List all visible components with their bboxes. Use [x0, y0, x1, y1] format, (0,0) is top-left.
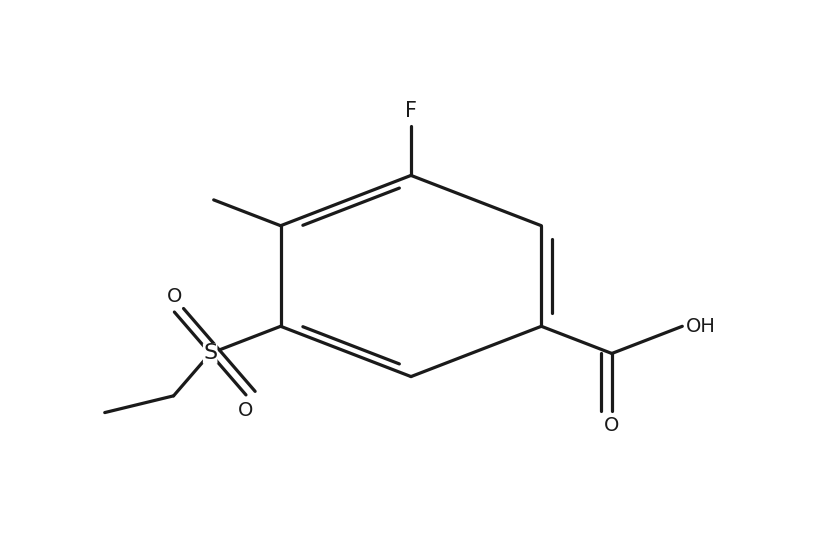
Text: O: O [604, 416, 620, 435]
Text: OH: OH [686, 317, 716, 336]
Text: F: F [405, 101, 417, 121]
Text: S: S [203, 343, 217, 363]
Text: O: O [167, 286, 182, 305]
Text: O: O [238, 401, 254, 421]
